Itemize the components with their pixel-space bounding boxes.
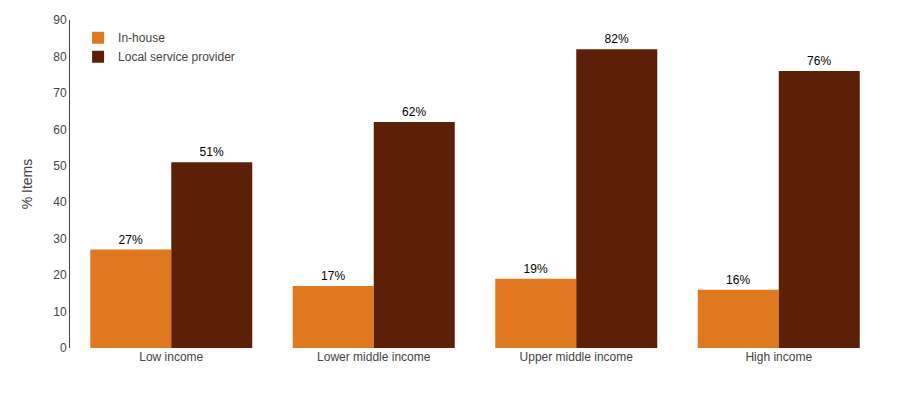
svg-text:16%: 16% [726, 273, 750, 287]
svg-text:76%: 76% [807, 54, 831, 68]
svg-text:27%: 27% [119, 233, 143, 247]
svg-text:19%: 19% [524, 262, 548, 276]
svg-text:10: 10 [53, 305, 67, 319]
svg-text:62%: 62% [402, 105, 426, 119]
svg-text:Lower middle income: Lower middle income [317, 350, 431, 364]
svg-text:17%: 17% [321, 269, 345, 283]
svg-text:Upper middle income: Upper middle income [520, 350, 634, 364]
svg-text:% Items: % Items [19, 159, 35, 210]
svg-text:70: 70 [53, 86, 67, 100]
svg-text:80: 80 [53, 50, 67, 64]
svg-text:20: 20 [53, 268, 67, 282]
svg-text:90: 90 [53, 13, 67, 27]
svg-text:Local service provider: Local service provider [118, 50, 235, 64]
svg-text:0: 0 [60, 341, 67, 355]
svg-text:60: 60 [53, 123, 67, 137]
svg-text:50: 50 [53, 159, 67, 173]
svg-text:High income: High income [745, 350, 812, 364]
svg-text:In-house: In-house [118, 31, 165, 45]
svg-text:Low income: Low income [139, 350, 203, 364]
svg-text:82%: 82% [605, 32, 629, 46]
svg-text:30: 30 [53, 232, 67, 246]
svg-text:40: 40 [53, 195, 67, 209]
svg-text:51%: 51% [200, 145, 224, 159]
